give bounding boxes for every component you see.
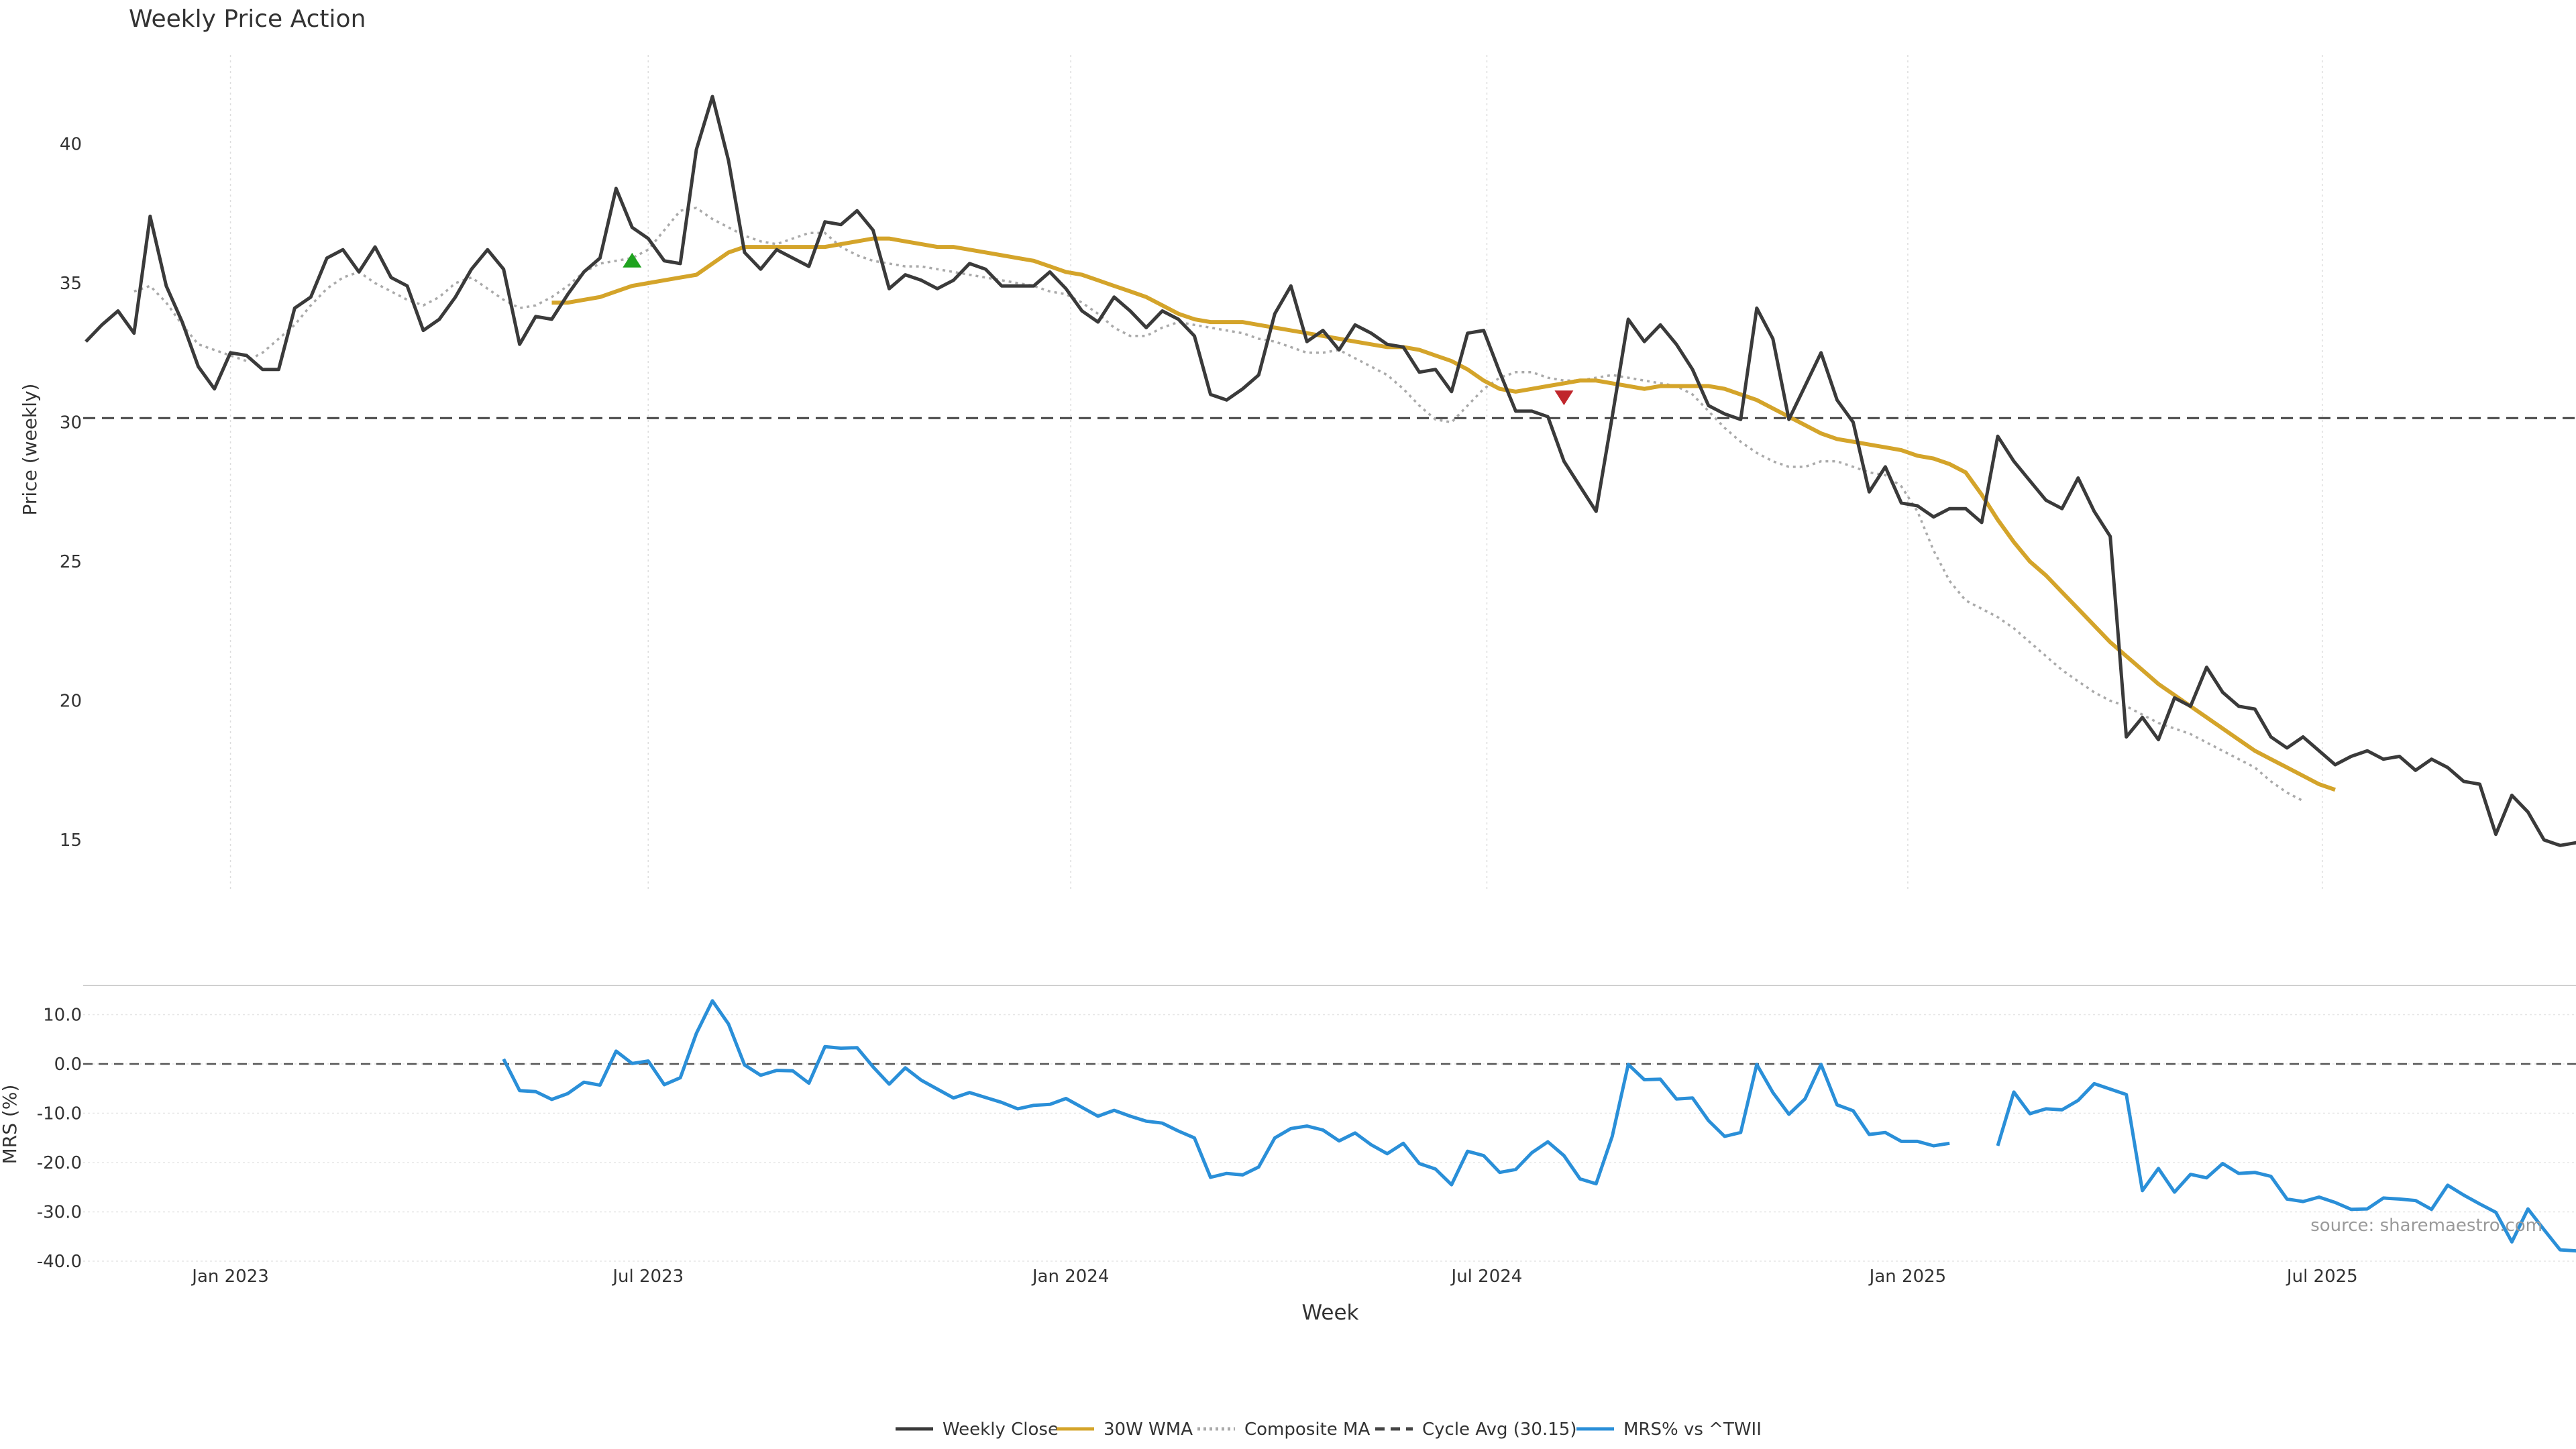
sell-signal-marker	[1554, 390, 1574, 406]
mrs-y-axis-label: MRS (%)	[0, 1085, 21, 1165]
wma-30w-line	[551, 236, 2336, 792]
price-panel: 15 20 25 30 35 40 Price (weekly)	[19, 55, 2576, 889]
price-gridlines	[229, 55, 2323, 889]
mrs-y-tick-label: 0.0	[54, 1055, 82, 1075]
mrs-panel: 10.0 0.0 -10.0 -20.0 -30.0 -40.0 MRS (%) sour…	[0, 985, 2576, 1272]
price-y-tick-label: 25	[60, 552, 82, 572]
source-label: source: sharemaestro.com	[2310, 1216, 2542, 1236]
legend-label: Weekly Close	[943, 1419, 1059, 1440]
price-y-tick-label: 40	[60, 135, 82, 155]
mrs-y-tick-label: -10.0	[37, 1104, 82, 1124]
x-tick-label: Jan 2023	[191, 1267, 269, 1287]
x-tick-label: Jan 2024	[1031, 1267, 1110, 1287]
price-y-tick-label: 35	[60, 274, 82, 294]
mrs-gridlines	[83, 1014, 2576, 1262]
legend-label: Composite MA	[1244, 1419, 1370, 1440]
price-y-ticks: 15 20 25 30 35 40	[60, 135, 82, 851]
mrs-line	[502, 999, 2576, 1253]
legend: Weekly Close 30W WMA Composite MA Cycle Avg…	[896, 1419, 1762, 1440]
mrs-y-tick-label: 10.0	[43, 1006, 82, 1026]
mrs-y-tick-label: -20.0	[37, 1153, 82, 1173]
price-y-tick-label: 20	[60, 692, 82, 712]
x-tick-label: Jan 2025	[1868, 1267, 1947, 1287]
price-y-tick-label: 30	[60, 413, 82, 433]
signal-markers	[623, 252, 1574, 406]
price-y-tick-label: 15	[60, 830, 82, 851]
mrs-y-tick-label: -40.0	[37, 1252, 82, 1272]
legend-label: 30W WMA	[1104, 1419, 1193, 1440]
legend-label: MRS% vs ^TWII	[1623, 1419, 1762, 1440]
price-y-axis-label: Price (weekly)	[19, 384, 41, 516]
legend-label: Cycle Avg (30.15)	[1422, 1419, 1576, 1440]
composite-ma-line	[133, 207, 2304, 802]
chart-title: Weekly Price Action	[129, 5, 366, 33]
x-tick-label: Jul 2025	[2286, 1267, 2358, 1287]
x-axis-label: Week	[1302, 1301, 1359, 1325]
buy-signal-marker	[623, 252, 642, 268]
x-ticks: Jan 2023 Jul 2023 Jan 2024 Jul 2024 Jan 2025…	[191, 1267, 2357, 1287]
mrs-y-tick-label: -30.0	[37, 1203, 82, 1223]
x-tick-label: Jul 2024	[1450, 1267, 1523, 1287]
mrs-y-ticks: 10.0 0.0 -10.0 -20.0 -30.0 -40.0	[37, 1006, 82, 1273]
x-tick-label: Jul 2023	[611, 1267, 684, 1287]
weekly-close-line	[85, 95, 2576, 847]
